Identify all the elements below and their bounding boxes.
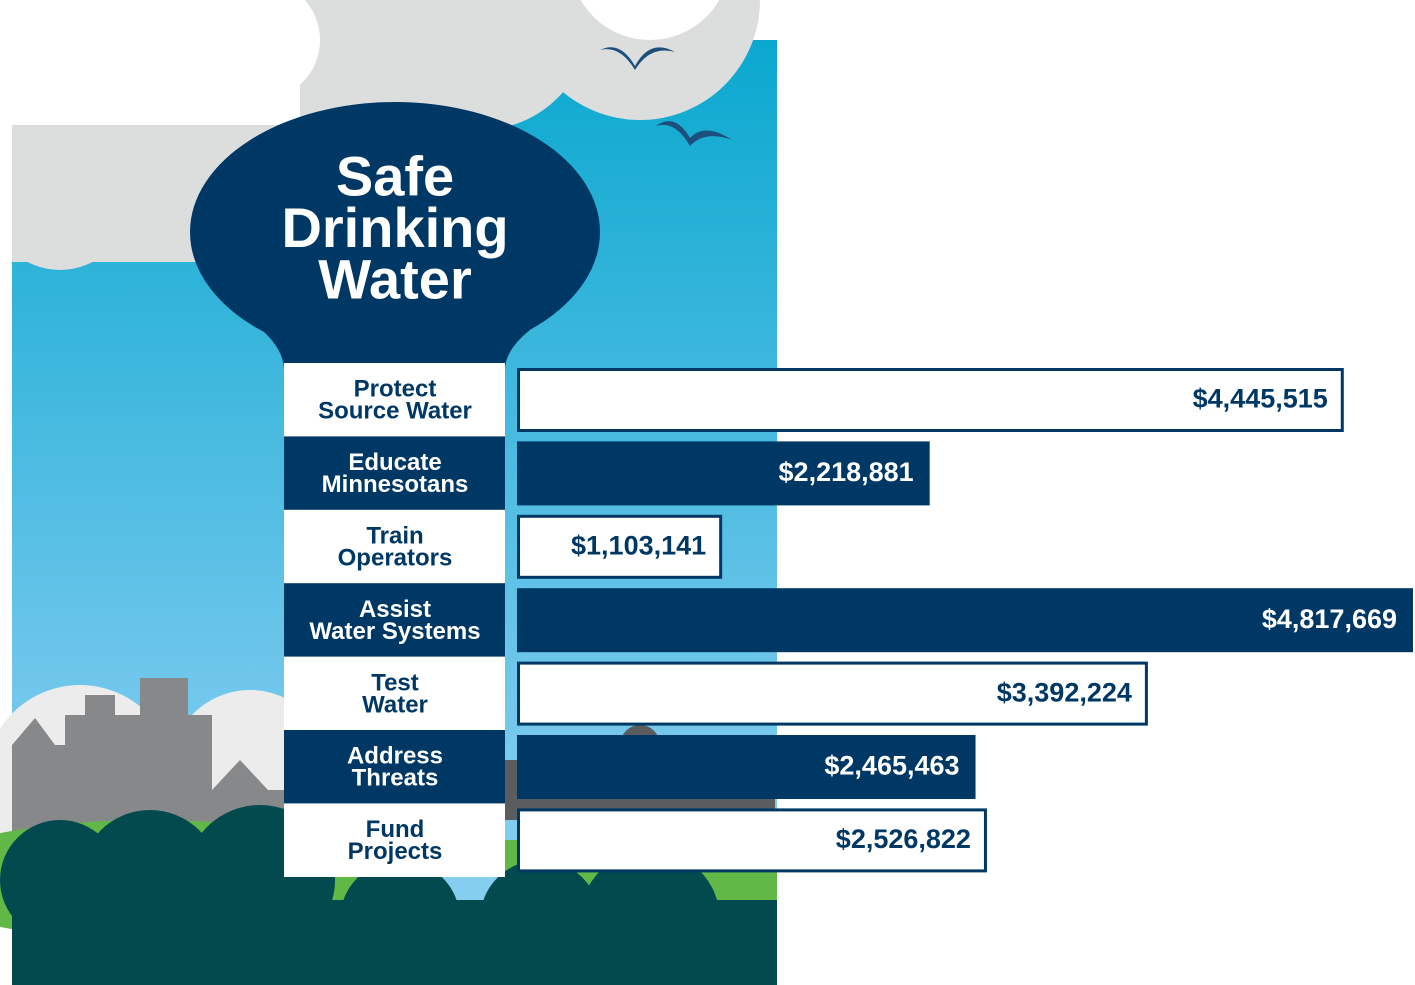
value-label: $4,817,669 bbox=[1262, 604, 1397, 634]
plot: Protect Source Water $4,445,515 Educate Minn… bbox=[284, 368, 1413, 873]
value-label: $1,103,141 bbox=[571, 531, 706, 561]
category-label: Fund Projects bbox=[348, 816, 443, 865]
chart-title: Safe Drinking Water bbox=[281, 144, 508, 310]
scene bbox=[0, 0, 777, 985]
value-label: $2,526,822 bbox=[836, 824, 971, 854]
value-label: $2,465,463 bbox=[824, 751, 959, 781]
label-row bbox=[284, 583, 505, 657]
bar bbox=[517, 514, 723, 579]
value-label: $4,445,515 bbox=[1193, 384, 1328, 414]
category-label: Protect Source Water bbox=[318, 376, 472, 425]
label-row bbox=[284, 730, 505, 804]
category-label: Train Operators bbox=[338, 523, 453, 572]
value-label: $2,218,881 bbox=[779, 457, 914, 487]
category-label: Educate Minnesotans bbox=[322, 449, 469, 498]
bar bbox=[517, 588, 1413, 653]
bar bbox=[517, 441, 930, 506]
category-label: Test Water bbox=[362, 670, 428, 719]
bar bbox=[517, 735, 976, 799]
bar bbox=[517, 808, 987, 873]
category-label: Address Threats bbox=[347, 743, 443, 792]
value-label: $3,392,224 bbox=[997, 677, 1132, 707]
label-row bbox=[284, 436, 505, 510]
bar bbox=[517, 368, 1344, 432]
bar bbox=[517, 661, 1148, 726]
category-label: Assist Water Systems bbox=[309, 596, 480, 645]
